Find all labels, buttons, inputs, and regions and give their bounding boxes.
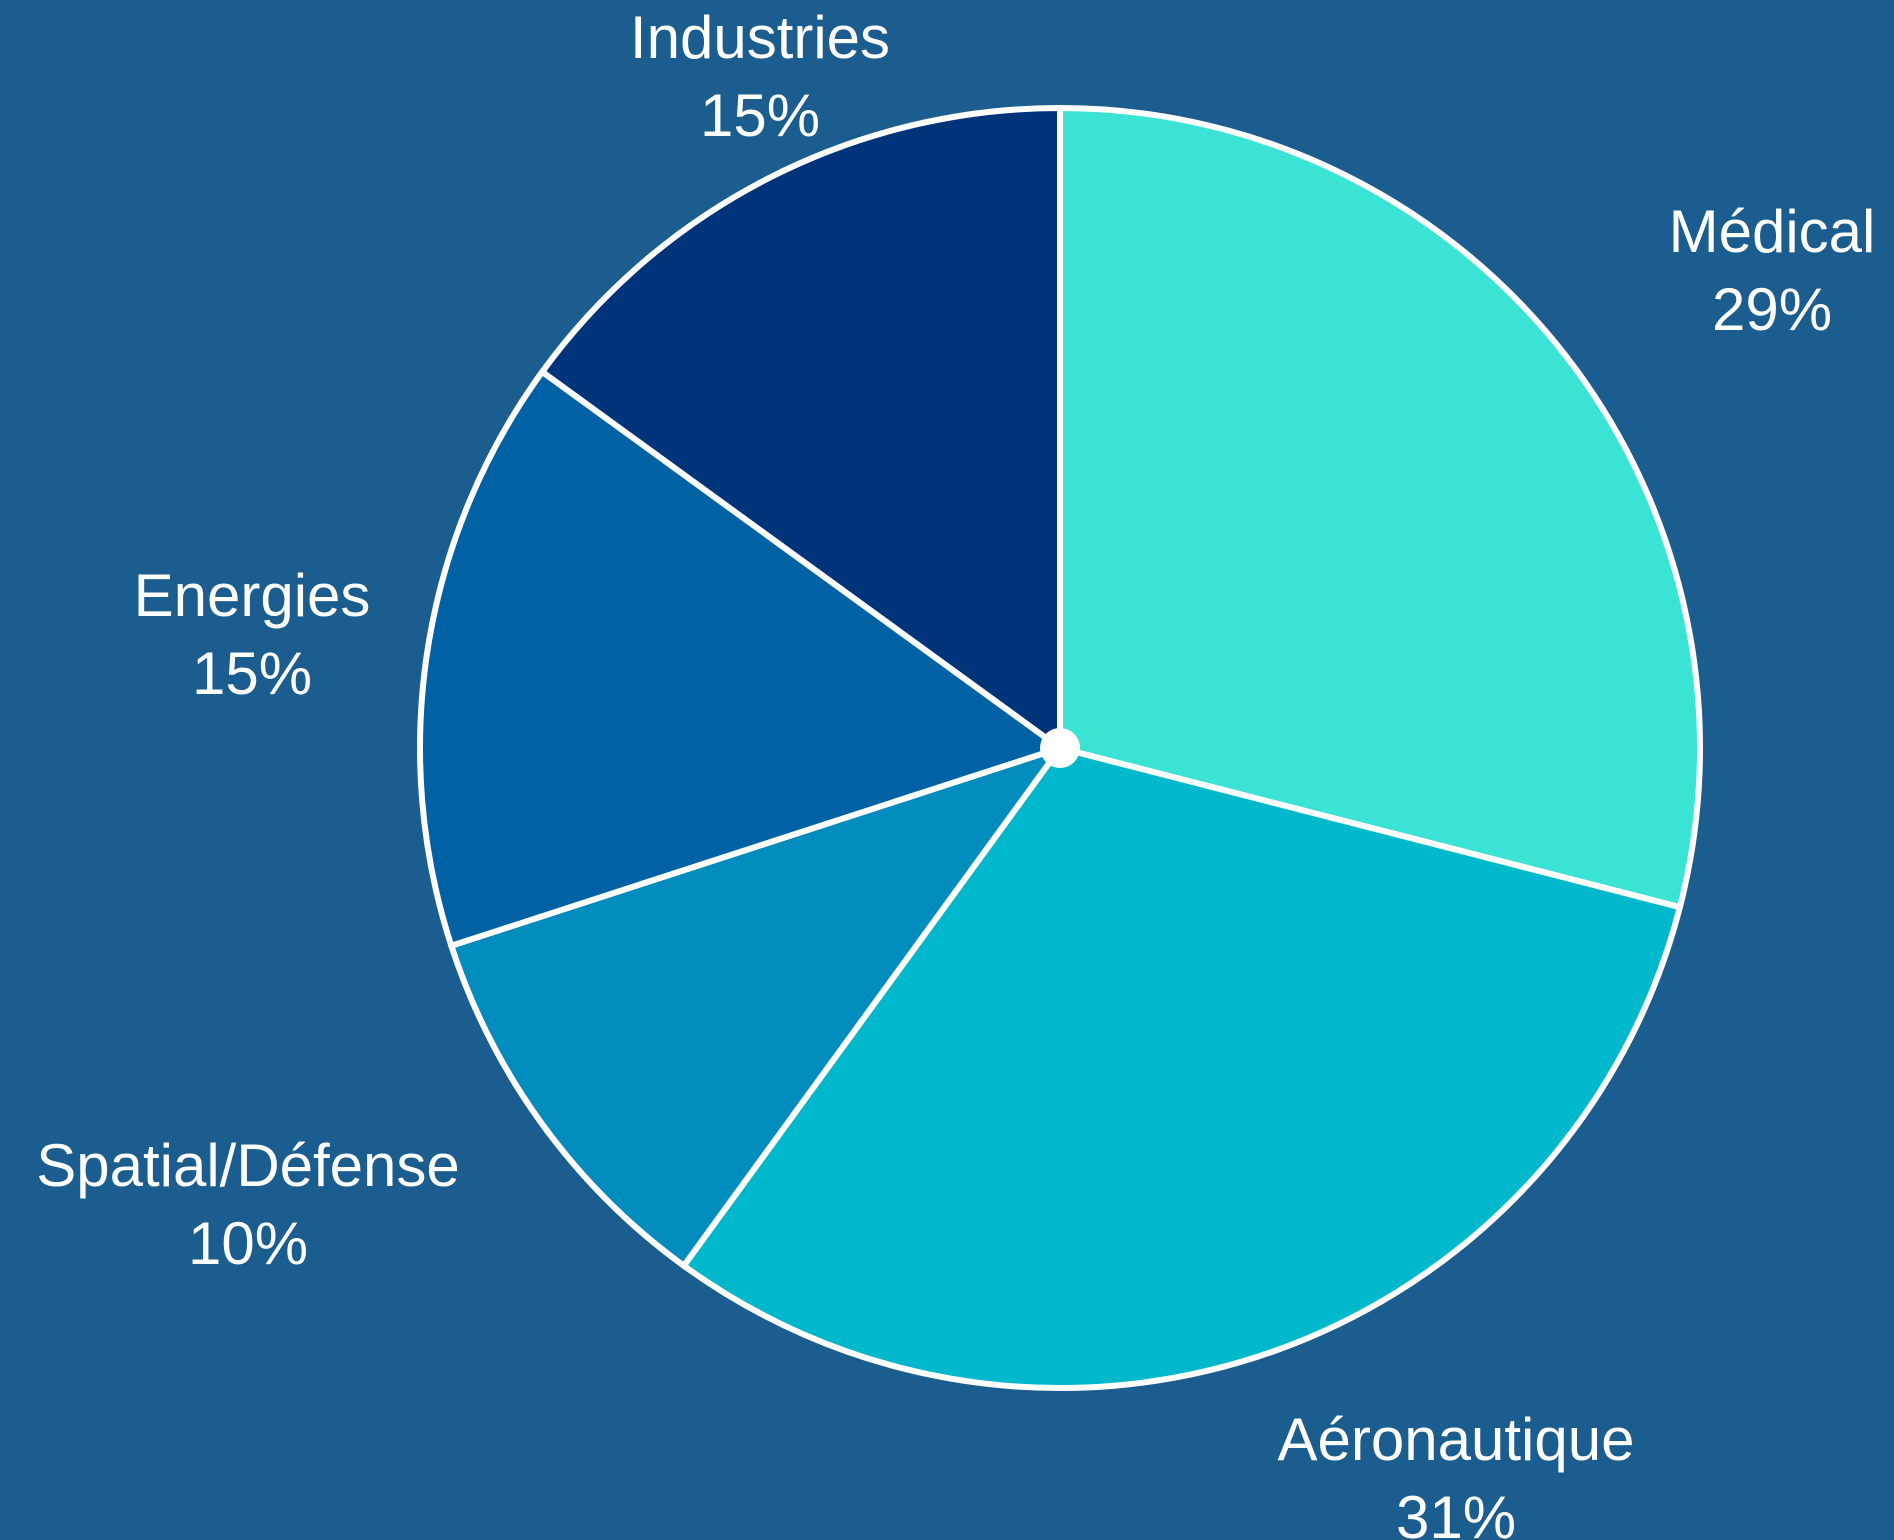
slice-label-value: 10% xyxy=(188,1210,308,1277)
pie-slice-energies xyxy=(417,368,1063,949)
slice-label-name: Médical xyxy=(1669,198,1876,265)
pie-slice-a-ronautique xyxy=(680,745,1683,1391)
pie-slice-spatial-d-fense xyxy=(448,745,1063,1269)
slice-label-value: 15% xyxy=(192,640,312,707)
slice-label-name: Industries xyxy=(630,4,890,71)
slice-label-name: Spatial/Défense xyxy=(36,1132,460,1199)
slice-label-value: 31% xyxy=(1396,1484,1516,1540)
center-dot xyxy=(1040,728,1080,768)
labels-layer: Médical 29% Aéronautique 31% Spatial/Défense… xyxy=(36,4,1875,1540)
slice-label-value: 29% xyxy=(1712,276,1832,343)
pie-slice-m-dical xyxy=(1057,105,1703,911)
slice-label-name: Aéronautique xyxy=(1278,1406,1635,1473)
pie-slice-industries xyxy=(539,105,1063,751)
slice-label-value: 15% xyxy=(700,82,820,149)
slices-layer xyxy=(417,105,1703,1391)
slice-label-name: Energies xyxy=(134,562,371,629)
